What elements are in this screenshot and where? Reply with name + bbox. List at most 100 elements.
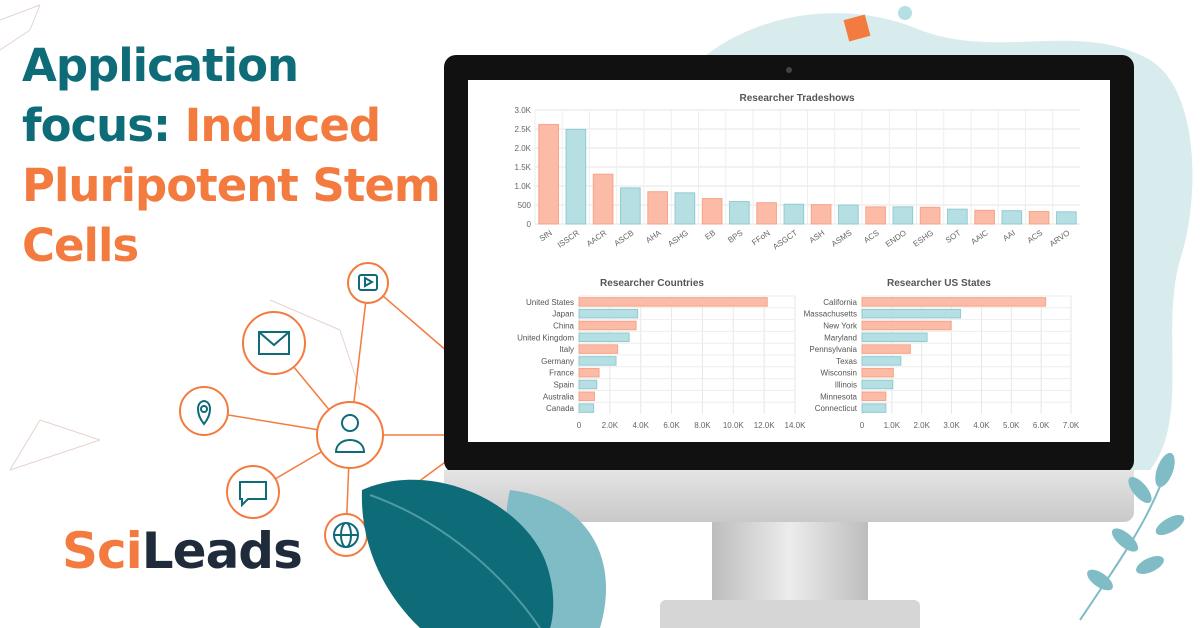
- y-tick-label: Minnesota: [820, 392, 857, 401]
- logo-part2: Leads: [141, 522, 303, 580]
- chart-title: Researcher Countries: [600, 278, 704, 289]
- y-tick-label: Spain: [554, 381, 574, 390]
- bar-asms: [838, 204, 859, 225]
- y-tick-label: 1.5K: [515, 163, 532, 172]
- bar-germany: [578, 356, 617, 366]
- y-tick-label: Connecticut: [815, 404, 858, 413]
- bar-connecticut: [861, 403, 887, 413]
- y-tick-label: Illinois: [835, 381, 857, 390]
- x-tick-label: 4.0K: [973, 421, 990, 430]
- x-tick-label: 0: [577, 421, 582, 430]
- bar-china: [578, 320, 637, 331]
- x-tick-label: ACS: [1026, 228, 1045, 245]
- bar-acs: [865, 206, 886, 225]
- x-tick-label: 0: [860, 421, 865, 430]
- bar-australia: [578, 391, 595, 402]
- bar-acs: [1028, 210, 1050, 225]
- y-tick-label: Pennsylvania: [809, 345, 857, 354]
- y-tick-label: United Kingdom: [517, 333, 574, 342]
- bar-canada: [578, 403, 595, 413]
- bar-united-kingdom: [578, 332, 630, 343]
- y-tick-label: New York: [823, 322, 858, 331]
- bar-wisconsin: [861, 367, 894, 378]
- y-tick-label: United States: [526, 298, 574, 307]
- bar-aha: [647, 191, 668, 225]
- x-tick-label: AHA: [644, 228, 663, 245]
- x-tick-label: FFoN: [750, 228, 772, 247]
- x-tick-label: ASH: [808, 228, 827, 245]
- bar-sot: [947, 208, 968, 225]
- logo-part1: Sci: [62, 522, 143, 580]
- bar-new-york: [861, 320, 952, 331]
- x-tick-label: 3.0K: [943, 421, 960, 430]
- x-tick-label: AACR: [585, 228, 609, 248]
- y-tick-label: Italy: [559, 345, 574, 354]
- bar-ffon: [756, 202, 777, 225]
- x-tick-label: BPS: [726, 228, 744, 245]
- y-tick-label: Wisconsin: [821, 369, 857, 378]
- bar-eb: [701, 198, 723, 225]
- bar-massachusetts: [861, 308, 962, 319]
- x-tick-label: ASCB: [613, 228, 636, 248]
- x-tick-label: SfN: [538, 228, 554, 243]
- orange-square-decor: [843, 14, 871, 42]
- y-tick-label: 500: [518, 201, 532, 210]
- bar-spain: [578, 379, 598, 390]
- x-tick-label: AAIC: [969, 228, 990, 246]
- bar-illinois: [861, 379, 894, 390]
- monitor-base: [660, 600, 920, 628]
- bar-ash: [810, 204, 832, 225]
- bar-italy: [578, 344, 619, 354]
- bar-aai: [1001, 210, 1023, 225]
- x-tick-label: SOT: [944, 228, 963, 245]
- x-tick-label: 1.0K: [884, 421, 901, 430]
- bar-arvo: [1056, 211, 1077, 225]
- scileads-logo: SciLeads: [62, 522, 303, 580]
- bar-france: [578, 367, 600, 378]
- y-tick-label: Japan: [552, 310, 574, 319]
- y-tick-label: 2.0K: [515, 144, 532, 153]
- x-tick-label: 12.0K: [754, 421, 776, 430]
- chart-title: Researcher US States: [887, 278, 991, 289]
- bar-asgct: [783, 203, 805, 225]
- headline-line4: Cells: [22, 219, 139, 272]
- monitor-stand: [712, 522, 868, 602]
- x-tick-label: ASGCT: [771, 228, 799, 251]
- x-tick-label: ISSCR: [556, 228, 581, 250]
- x-tick-label: ASMS: [830, 228, 854, 248]
- bar-maryland: [861, 332, 928, 343]
- x-tick-label: 7.0K: [1063, 421, 1080, 430]
- bar-sfn: [538, 123, 559, 225]
- chart-title: Researcher Tradeshows: [739, 93, 854, 104]
- bar-eshg: [919, 206, 941, 225]
- bar-ashg: [674, 192, 696, 225]
- y-tick-label: Canada: [546, 404, 575, 413]
- y-tick-label: 3.0K: [515, 106, 532, 115]
- y-tick-label: 0: [527, 220, 532, 229]
- x-tick-label: ARVO: [1048, 228, 1072, 248]
- x-tick-label: 2.0K: [913, 421, 930, 430]
- x-tick-label: 5.0K: [1003, 421, 1020, 430]
- x-tick-label: ASHG: [666, 228, 690, 248]
- y-tick-label: Texas: [836, 357, 857, 366]
- x-tick-label: ACS: [862, 228, 881, 245]
- x-tick-label: 8.0K: [694, 421, 711, 430]
- y-tick-label: California: [823, 298, 857, 307]
- bar-aaic: [974, 209, 995, 225]
- bar-minnesota: [861, 391, 887, 402]
- y-tick-label: Maryland: [824, 333, 857, 342]
- x-tick-label: EB: [703, 228, 717, 241]
- y-tick-label: 1.0K: [515, 182, 532, 191]
- x-tick-label: AAI: [1001, 228, 1017, 243]
- bar-aacr: [592, 173, 614, 225]
- x-tick-label: ENDO: [884, 228, 908, 249]
- headline-line2b: Induced: [184, 99, 381, 152]
- x-tick-label: 4.0K: [632, 421, 649, 430]
- x-tick-label: ESHG: [912, 228, 936, 248]
- bar-pennsylvania: [861, 344, 911, 354]
- headline-line3: Pluripotent Stem: [22, 159, 441, 212]
- y-tick-label: Massachusetts: [804, 310, 857, 319]
- x-tick-label: 10.0K: [723, 421, 745, 430]
- x-tick-label: 6.0K: [1033, 421, 1050, 430]
